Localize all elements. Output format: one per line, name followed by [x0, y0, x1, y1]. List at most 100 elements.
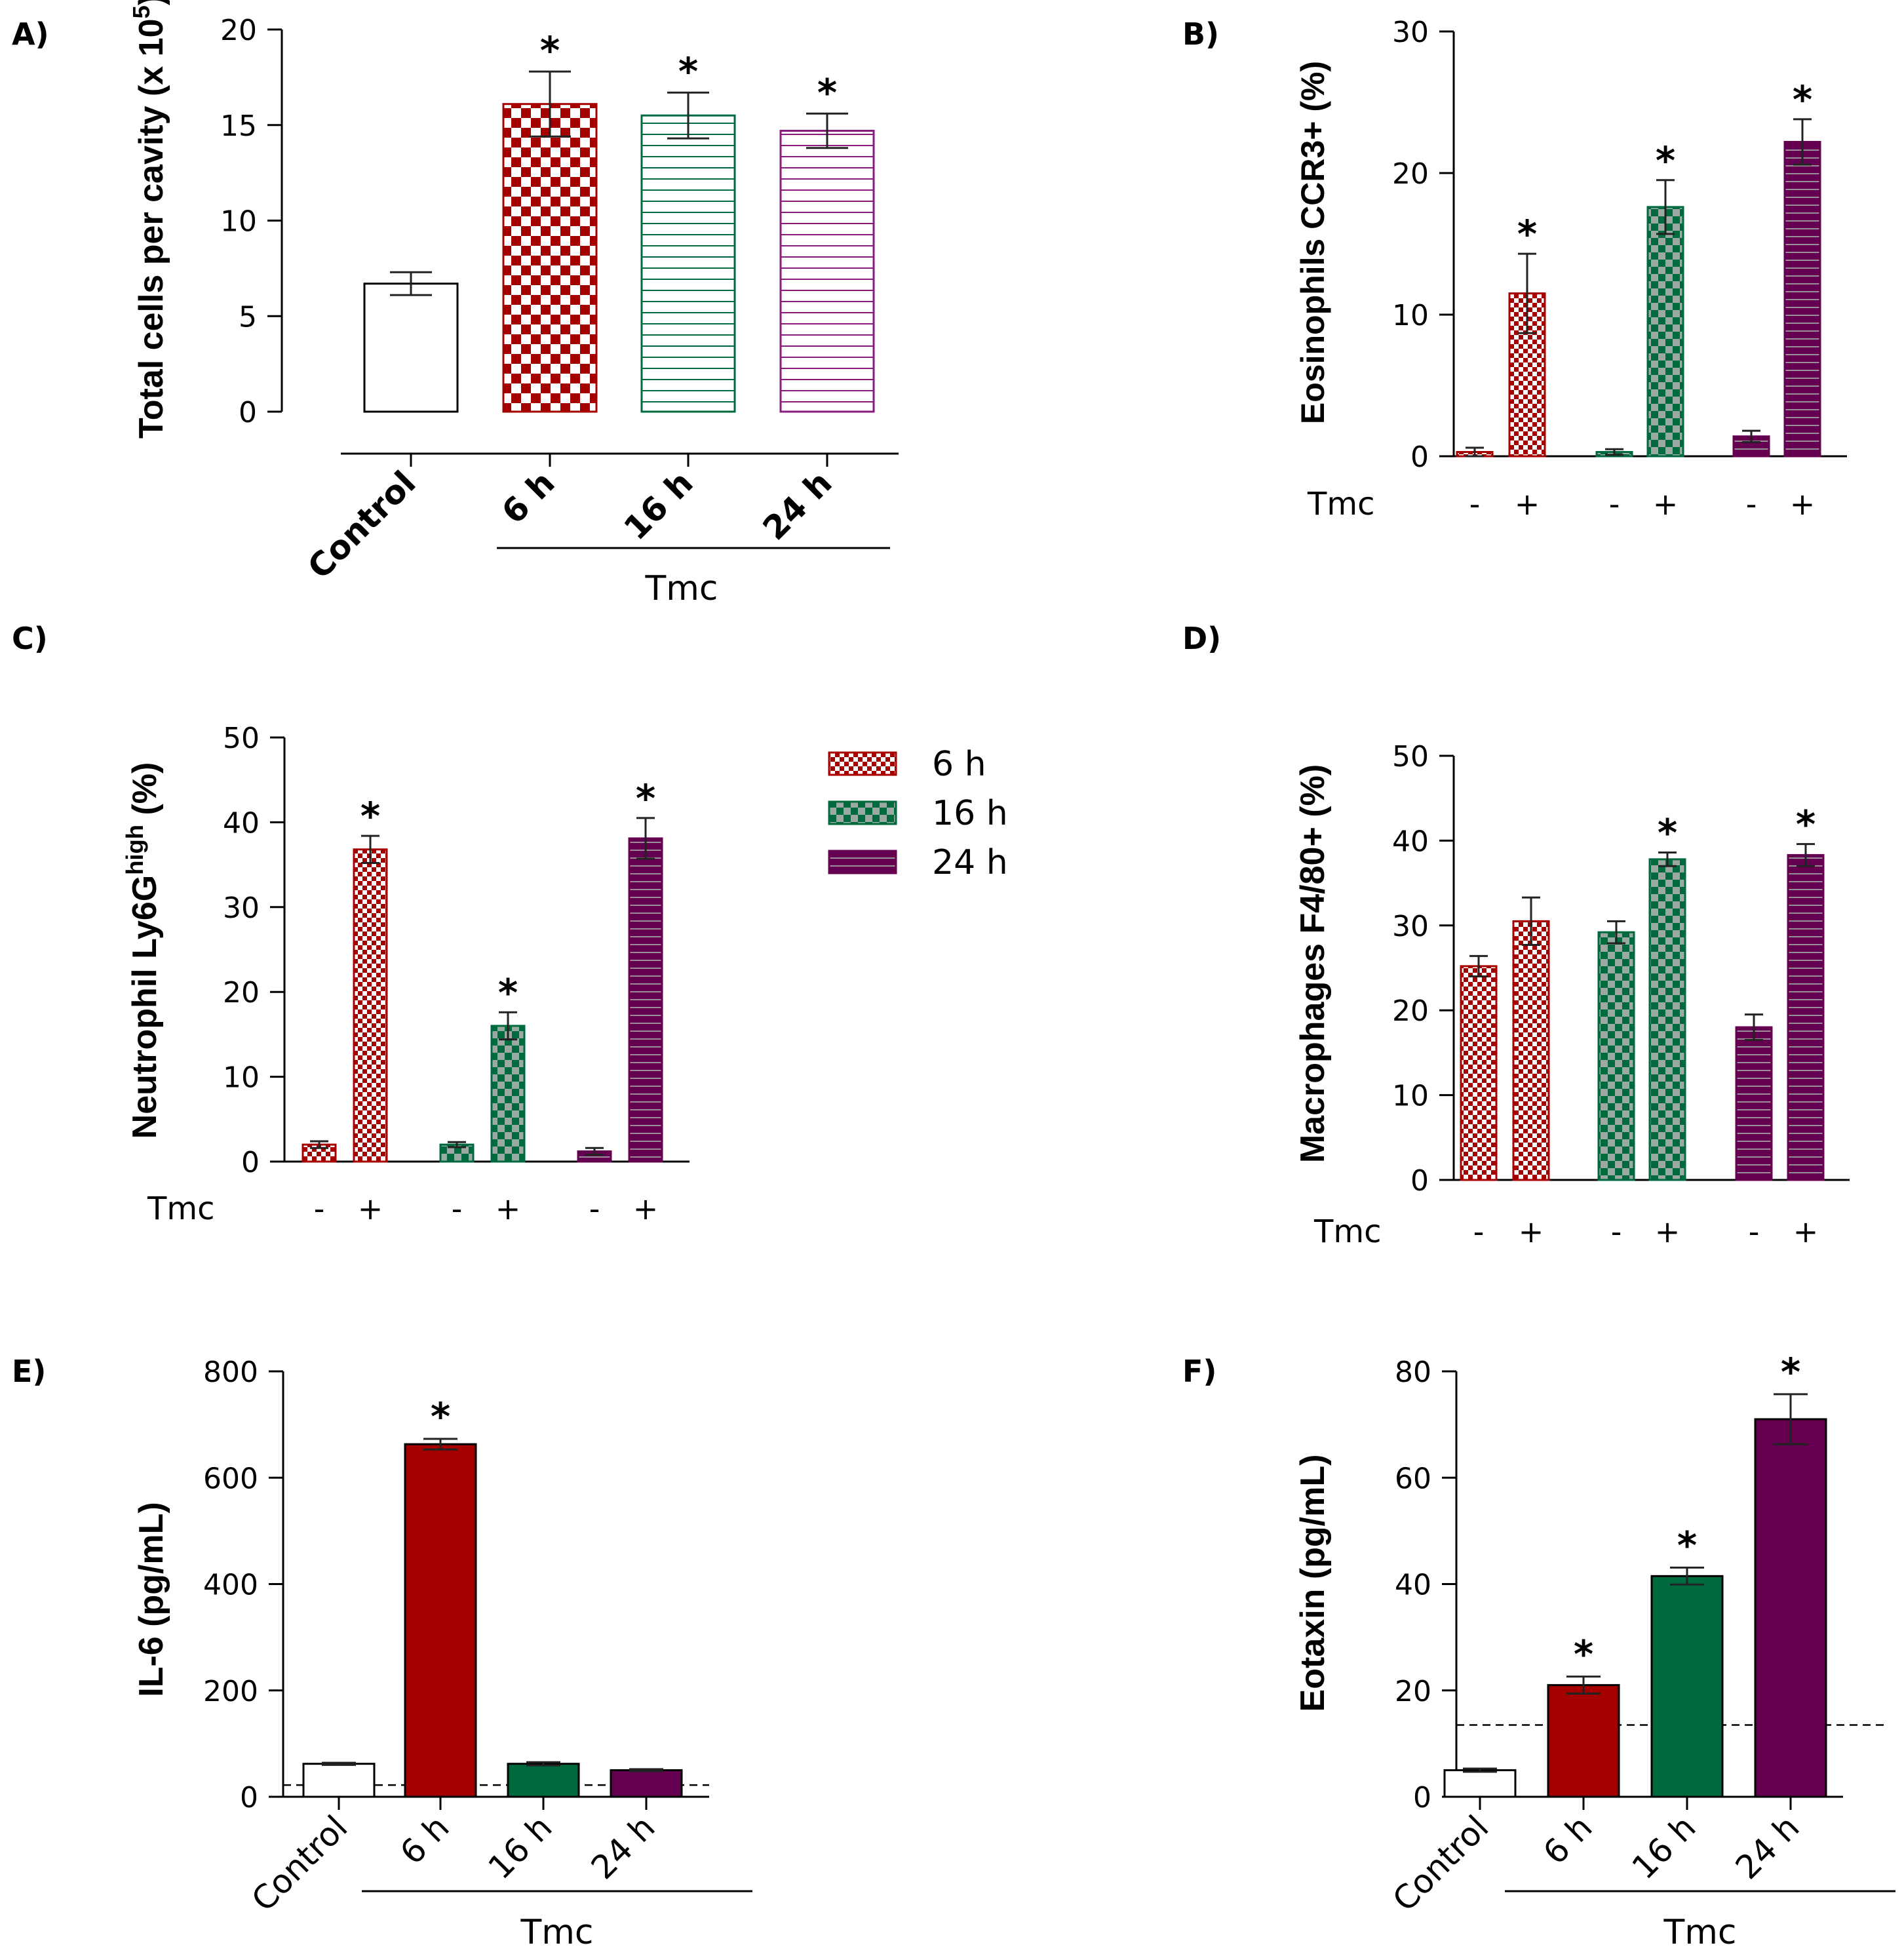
panel-d-bar	[1512, 920, 1550, 1181]
panel-e-y-tick-label: 400	[203, 1569, 258, 1602]
panel-a-bar	[779, 129, 875, 413]
panel-c-bar	[628, 837, 663, 1163]
panel-b-significance-star: *	[1656, 138, 1675, 183]
panel-e-y-tick-label: 600	[203, 1462, 258, 1495]
panel-a-label: A)	[12, 16, 49, 52]
panel-b-x-tick-label: +	[1653, 486, 1679, 522]
panel-a-significance-star: *	[678, 49, 698, 94]
panel-e-bar	[507, 1763, 580, 1798]
panel-e-chart: 0 200 400 600 800 IL-6 (pg/mL) Control * 6 h 16 h…	[132, 1356, 752, 1952]
panel-a-bar	[640, 114, 736, 413]
panel-f-bar	[1547, 1684, 1620, 1798]
panel-c-significance-star: *	[636, 776, 655, 821]
panel-f-x-tick-label: 16 h	[1625, 1808, 1703, 1887]
panel-c-x-axis-label: Tmc	[147, 1190, 214, 1227]
panel-b-x-tick-label: -	[1469, 486, 1481, 522]
panel-a-y-tick-label: 5	[239, 300, 257, 334]
panel-b-y-tick-label: 0	[1410, 441, 1429, 474]
panel-c-significance-star: *	[360, 794, 380, 838]
panel-f-label: F)	[1182, 1354, 1216, 1389]
panel-e-significance-star: *	[431, 1394, 450, 1439]
panel-f-y-axis-label: Eotaxin (pg/mL)	[1294, 1455, 1332, 1712]
panel-e: E) 0 200 400 600 800 IL-6 (pg/mL) Control * 6 h 1…	[12, 1354, 752, 1952]
panel-b-significance-star: *	[1517, 212, 1537, 256]
panel-d-label: D)	[1182, 621, 1221, 656]
panel-d-bar	[1597, 931, 1635, 1181]
panel-d-x-tick-label: +	[1519, 1214, 1544, 1249]
panel-c-y-tick-label: 40	[223, 806, 260, 840]
legend-label: 6 h	[932, 745, 986, 784]
panel-f-bar	[1443, 1769, 1517, 1798]
panel-b-x-axis-label: Tmc	[1307, 486, 1374, 522]
panel-c-y-tick-label: 30	[223, 892, 260, 925]
panel-a-bar	[363, 283, 459, 413]
panel-b-bar	[1783, 140, 1821, 458]
panel-a: A) 0 5 10 15 20 Total cells per cavity (x 105…	[12, 0, 899, 608]
panel-c-x-tick-label: +	[633, 1191, 659, 1226]
panel-a-bar	[502, 103, 598, 413]
panel-c-x-tick-label: -	[589, 1191, 600, 1226]
panel-f-y-tick-label: 60	[1395, 1462, 1431, 1495]
panel-a-chart: 0 5 10 15 20 Total cells per cavity (x 105) Co…	[128, 0, 899, 608]
panel-b-bar	[1508, 292, 1546, 458]
panel-f-x-tick-label: 24 h	[1728, 1808, 1807, 1887]
panel-e-x-tick-label: 16 h	[481, 1808, 560, 1887]
panel-f-x-tick-label: Control	[1386, 1808, 1496, 1919]
panel-f-significance-star: *	[1574, 1632, 1593, 1677]
legend-swatch	[828, 800, 897, 825]
panel-a-x-tick-label: Control	[300, 463, 423, 586]
panel-f-significance-star: *	[1677, 1523, 1697, 1567]
panel-c-y-tick-label: 20	[223, 976, 260, 1009]
panel-d-y-tick-label: 20	[1392, 994, 1429, 1028]
panel-d-x-tick-label: -	[1473, 1214, 1485, 1249]
panel-a-y-tick-label: 10	[220, 205, 257, 239]
panel-f-y-tick-label: 0	[1413, 1781, 1431, 1814]
panel-d-y-tick-label: 10	[1392, 1080, 1429, 1113]
panel-d-x-tick-label: -	[1611, 1214, 1622, 1249]
panel-e-y-tick-label: 800	[203, 1356, 258, 1389]
panel-d-bar	[1735, 1026, 1773, 1181]
panel-a-x-tick-label: 24 h	[756, 463, 840, 547]
panel-f-significance-star: *	[1781, 1350, 1800, 1394]
panel-c-significance-star: *	[498, 970, 518, 1015]
panel-e-bar	[404, 1443, 477, 1798]
legend-label: 16 h	[932, 794, 1008, 833]
panel-c-x-tick-label: -	[314, 1191, 325, 1226]
panel-c-y-tick-label: 50	[223, 722, 260, 755]
legend: 6 h 16 h 24 h	[828, 745, 1008, 882]
panel-b-y-tick-label: 10	[1392, 299, 1429, 332]
legend-swatch	[828, 850, 897, 874]
panel-e-bar	[610, 1769, 683, 1798]
panel-c-y-axis-label: Neutrophil Ly6Ghigh (%)	[121, 762, 165, 1139]
panel-a-y-tick-label: 15	[220, 109, 257, 143]
panel-b-x-tick-label: -	[1609, 486, 1620, 522]
panel-e-y-tick-label: 200	[203, 1675, 258, 1708]
panel-d-x-tick-label: +	[1793, 1214, 1819, 1249]
panel-d-bar	[1648, 858, 1686, 1181]
panel-a-x-tick-label: 16 h	[617, 463, 701, 547]
panel-b-x-tick-label: +	[1515, 486, 1540, 522]
panel-a-group-label: Tmc	[644, 569, 718, 608]
legend-swatch	[828, 751, 897, 776]
panel-b-significance-star: *	[1793, 77, 1812, 122]
panel-a-significance-star: *	[540, 28, 560, 73]
panel-e-group-label: Tmc	[520, 1913, 593, 1952]
panel-e-x-tick-label: Control	[244, 1808, 355, 1919]
panel-f-x-tick-label: 6 h	[1536, 1808, 1599, 1872]
panel-e-label: E)	[12, 1354, 46, 1389]
panel-d-bar	[1787, 853, 1825, 1181]
panel-d-x-axis-label: Tmc	[1313, 1213, 1381, 1250]
panel-f-bar	[1650, 1575, 1724, 1798]
panel-c-bar	[353, 848, 388, 1163]
panel-b-label: B)	[1182, 16, 1219, 52]
panel-c-x-tick-label: +	[358, 1191, 383, 1226]
panel-c-x-tick-label: +	[495, 1191, 521, 1226]
panel-a-y-axis-label: Total cells per cavity (x 105)	[128, 0, 171, 439]
panel-c-x-tick-label: -	[452, 1191, 463, 1226]
panel-b-y-tick-label: 30	[1392, 16, 1429, 49]
